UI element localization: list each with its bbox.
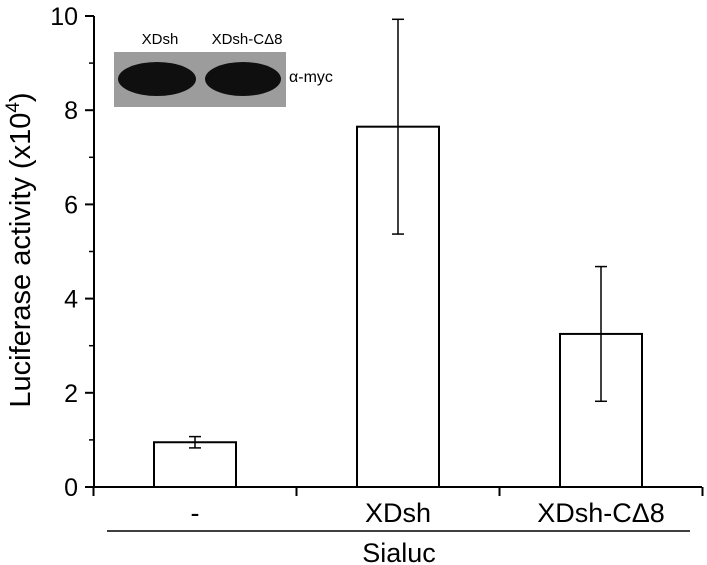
y-tick-label: 0 — [64, 474, 78, 502]
bar — [153, 441, 237, 489]
x-category-label: - — [191, 498, 200, 528]
inset-lane-label-2: XDsh-CΔ8 — [212, 31, 283, 48]
inset-antibody-label: α-myc — [289, 69, 333, 86]
x-category-label: XDsh-CΔ8 — [537, 498, 665, 528]
western-blot-inset: XDsh XDsh-CΔ8 α-myc — [114, 31, 333, 107]
y-axis-title: Luciferase activity (x104) — [3, 92, 37, 407]
y-tick-label: 10 — [50, 3, 78, 31]
y-axis-title-exponent: 4 — [3, 102, 24, 113]
blot-band-1 — [118, 62, 196, 96]
y-tick-label: 2 — [64, 380, 78, 408]
y-tick-label: 8 — [64, 97, 78, 125]
y-tick-label: 4 — [64, 286, 78, 314]
group-label: Sialuc — [362, 538, 436, 565]
blot-band-2 — [205, 62, 281, 96]
y-tick-label: 6 — [64, 191, 78, 219]
inset-lane-label-1: XDsh — [142, 31, 179, 48]
x-category-label: XDsh — [365, 498, 431, 528]
